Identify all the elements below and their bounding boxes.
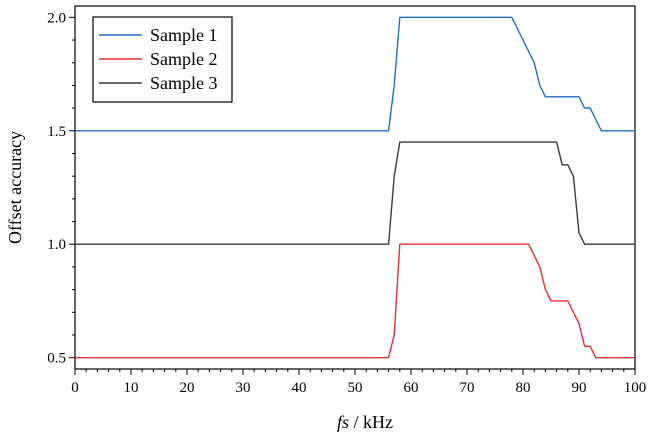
series-line-2 <box>75 243 635 359</box>
legend: Sample 1 Sample 2 Sample 3 <box>92 16 233 103</box>
y-tick-label: 1.0 <box>47 237 66 253</box>
x-tick-label: 70 <box>460 380 475 396</box>
y-tick-label: 0.5 <box>47 351 66 367</box>
series-line-1 <box>75 16 635 132</box>
series-lines <box>75 16 635 359</box>
x-axis-title: fs / kHz <box>337 412 393 432</box>
x-axis-unit: / kHz <box>349 412 393 432</box>
x-tick-labels: 0 10 20 30 40 50 60 70 80 90 100 <box>71 380 646 396</box>
x-tick-label: 0 <box>71 380 79 396</box>
y-tick-label: 1.5 <box>47 124 66 140</box>
y-axis-title: Offset accuracy <box>5 131 25 244</box>
legend-label-2: Sample 2 <box>150 49 218 69</box>
x-axis-variable: fs <box>337 412 349 432</box>
x-tick-label: 40 <box>292 380 307 396</box>
x-tick-label: 80 <box>516 380 531 396</box>
y-tick-labels: 0.5 1.0 1.5 2.0 <box>47 10 66 366</box>
x-tick-label: 10 <box>124 380 139 396</box>
x-tick-label: 100 <box>624 380 647 396</box>
series-line-3 <box>75 141 635 245</box>
legend-label-3: Sample 3 <box>150 73 218 93</box>
x-tick-label: 30 <box>236 380 251 396</box>
x-tick-label: 60 <box>404 380 419 396</box>
legend-label-1: Sample 1 <box>150 25 218 45</box>
x-tick-label: 20 <box>180 380 195 396</box>
tick-marks <box>69 16 636 375</box>
x-tick-label: 50 <box>348 380 363 396</box>
y-tick-label: 2.0 <box>47 10 66 26</box>
x-tick-label: 90 <box>572 380 587 396</box>
